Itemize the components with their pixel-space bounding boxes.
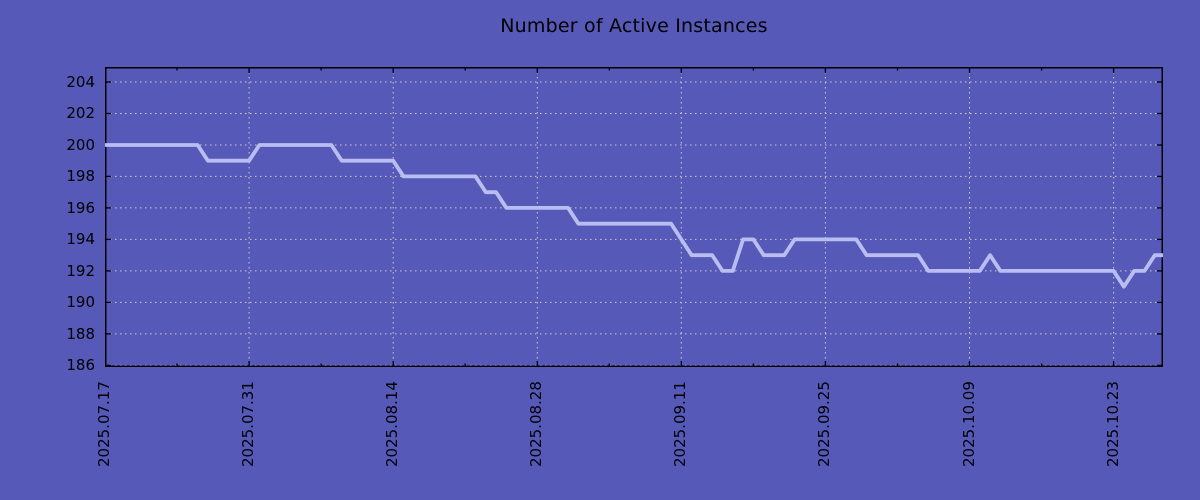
- x-tick-label: 2025.09.25: [815, 381, 834, 467]
- y-tick-label: 202: [66, 104, 95, 123]
- x-tick-label: 2025.07.31: [239, 381, 258, 467]
- plot-border: [105, 67, 1163, 367]
- series-line: [105, 143, 1163, 289]
- y-tick-label: 196: [66, 198, 95, 217]
- y-tick-label: 186: [66, 356, 95, 375]
- x-tick-label: 2025.09.11: [671, 381, 690, 467]
- x-tick-label: 2025.10.09: [959, 381, 978, 467]
- plot-canvas: [105, 67, 1163, 367]
- y-tick-label: 204: [66, 72, 95, 91]
- y-tick-label: 200: [66, 135, 95, 154]
- x-tick-label: 2025.08.28: [527, 381, 546, 467]
- y-tick-label: 194: [66, 230, 95, 249]
- y-tick-label: 188: [66, 324, 95, 343]
- x-tick-label: 2025.10.23: [1103, 381, 1122, 467]
- plot-area: [105, 67, 1163, 367]
- y-tick-label: 198: [66, 167, 95, 186]
- chart-title: Number of Active Instances: [500, 15, 768, 37]
- y-tick-label: 190: [66, 293, 95, 312]
- x-tick-label: 2025.07.17: [95, 381, 113, 467]
- x-tick-label: 2025.08.14: [383, 381, 402, 467]
- y-tick-label: 192: [66, 261, 95, 280]
